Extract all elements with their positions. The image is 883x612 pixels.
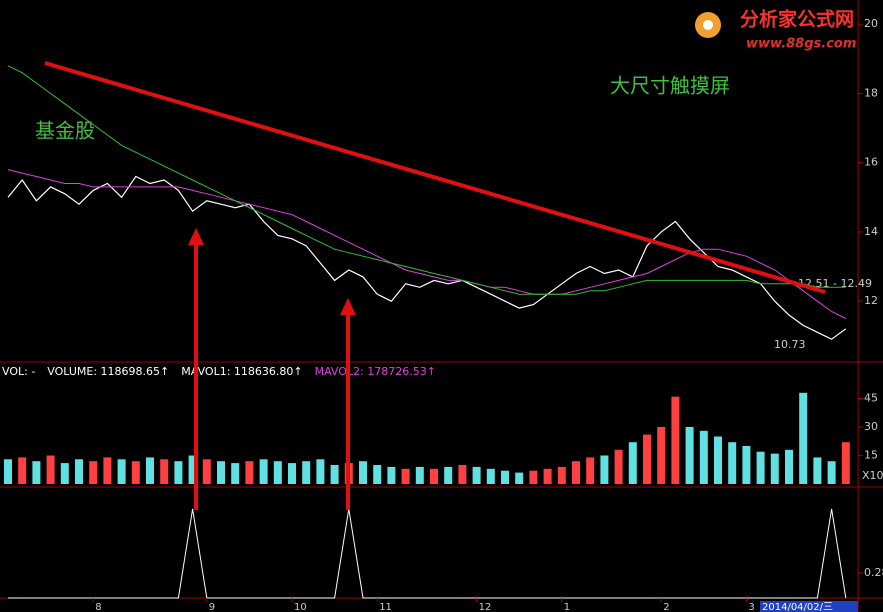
volume-bar xyxy=(728,442,737,484)
volume-bar xyxy=(501,470,509,484)
volume-bar xyxy=(742,446,751,484)
x-tick-label: 8 xyxy=(95,602,101,612)
volume-bar xyxy=(614,449,623,484)
volume-bar xyxy=(160,459,169,484)
volume-bar xyxy=(302,461,311,484)
volume-bar xyxy=(174,461,183,484)
y-tick-label: 12 xyxy=(864,294,878,307)
volume-bar xyxy=(273,461,282,484)
price-label: 10.73 xyxy=(774,338,806,351)
indicator-line xyxy=(8,508,847,599)
volume-bar xyxy=(60,463,69,484)
x-tick-label: 11 xyxy=(379,602,392,612)
volume-bar xyxy=(117,459,126,484)
x-tick-label: 3 xyxy=(748,602,754,612)
volume-bar xyxy=(785,449,793,484)
volume-bar xyxy=(657,427,666,484)
y-tick-label: 45 xyxy=(864,392,878,405)
volume-bar xyxy=(557,466,566,484)
volume-bar xyxy=(217,461,225,484)
y-tick-label: 15 xyxy=(864,449,878,462)
y-tick-label: 30 xyxy=(864,420,878,433)
x-tick-label: 10 xyxy=(294,602,307,612)
price-line xyxy=(7,65,846,295)
volume-bar xyxy=(827,461,836,484)
volume-bar xyxy=(572,461,580,484)
volume-bar xyxy=(643,434,651,484)
volume-bar xyxy=(430,468,438,484)
cursor-date-box xyxy=(760,601,858,612)
volume-bar xyxy=(231,463,240,484)
x-tick-label: 1 xyxy=(564,602,570,612)
legend-text: MAVOL1: 118636.80↑ xyxy=(181,365,302,378)
volume-bar xyxy=(714,436,722,484)
volume-bar xyxy=(202,459,211,484)
volume-bar xyxy=(46,455,55,484)
y-tick-label: 16 xyxy=(864,156,878,169)
logo-icon xyxy=(703,20,713,30)
volume-bar xyxy=(600,455,609,484)
volume-bar xyxy=(628,442,637,484)
annotation: 大尺寸触摸屏 xyxy=(610,74,730,98)
y-tick-label: 0.28 xyxy=(864,566,883,579)
cursor-date: 2014/04/02/三 xyxy=(762,602,833,612)
volume-bar xyxy=(75,459,83,484)
volume-bar xyxy=(529,470,538,484)
volume-bar xyxy=(259,459,268,484)
legend-text: MAVOL2: 178726.53↑ xyxy=(315,365,436,378)
volume-bar xyxy=(18,457,27,484)
volume-bar xyxy=(359,461,367,484)
volume-bar xyxy=(146,457,154,484)
volume-bar xyxy=(330,465,339,484)
volume-bar xyxy=(770,453,779,484)
volume-bar xyxy=(472,466,481,484)
volume-bar xyxy=(188,455,197,484)
x-tick-label: 2 xyxy=(663,602,669,612)
volume-bar xyxy=(685,427,694,484)
volume-bar xyxy=(316,459,325,484)
drawn-annotation xyxy=(340,298,356,315)
volume-bar xyxy=(373,465,382,484)
volume-bar xyxy=(586,457,595,484)
volume-bar xyxy=(415,466,424,484)
volume-bar xyxy=(401,468,410,484)
price-line xyxy=(7,175,847,340)
y-tick-label: 20 xyxy=(864,17,878,30)
volume-bar xyxy=(288,463,296,484)
y-tick-label: 14 xyxy=(864,225,878,238)
x-tick-label: 12 xyxy=(479,602,492,612)
drawn-annotation xyxy=(188,228,204,245)
volume-bar xyxy=(799,392,808,484)
price-line xyxy=(7,169,847,319)
y-tick-label: 18 xyxy=(864,86,878,99)
volume-bar xyxy=(4,459,12,484)
logo-url: www.88gs.com xyxy=(746,37,856,52)
volume-bar xyxy=(458,465,467,484)
unit-label: X10 xyxy=(862,469,883,482)
volume-bar xyxy=(543,468,552,484)
volume-bar xyxy=(486,468,495,484)
volume-bar xyxy=(699,430,708,484)
volume-bar xyxy=(813,457,822,484)
logo-title: 分析家公式网 xyxy=(740,8,854,31)
volume-bar xyxy=(131,461,140,484)
annotation: 基金股 xyxy=(35,119,95,143)
volume-bar xyxy=(841,442,850,484)
volume-bar xyxy=(444,466,453,484)
volume-bar xyxy=(515,472,524,484)
x-tick-label: 9 xyxy=(209,602,215,612)
volume-bar xyxy=(32,461,41,484)
volume-bar xyxy=(387,466,396,484)
volume-bar xyxy=(245,461,254,484)
legend-text: VOLUME: 118698.65↑ xyxy=(47,365,169,378)
volume-bar xyxy=(671,396,680,484)
volume-bar xyxy=(103,457,112,484)
legend-text: VOL: - xyxy=(2,365,35,378)
drawn-annotation xyxy=(44,61,826,294)
volume-bar xyxy=(756,451,765,484)
volume-bar xyxy=(89,461,98,484)
